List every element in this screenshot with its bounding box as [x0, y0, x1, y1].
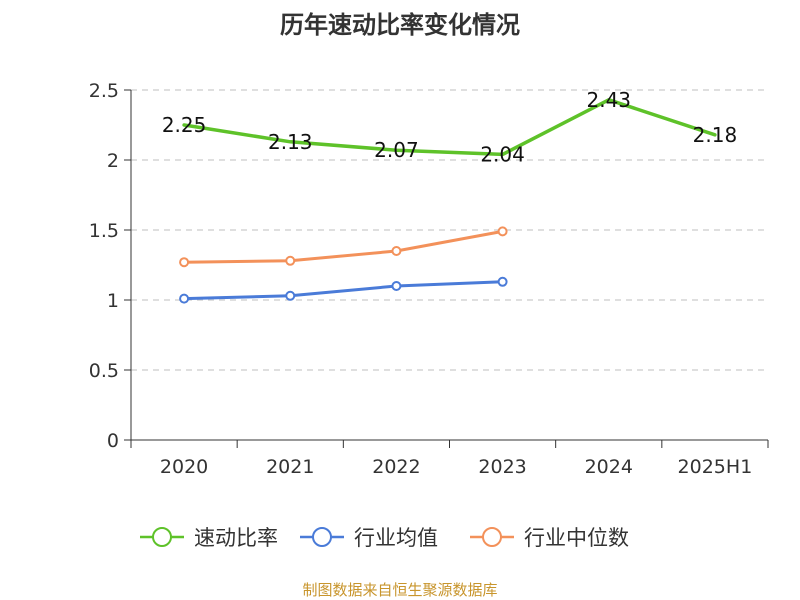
- grid: [131, 89, 768, 371]
- legend-marker: [152, 527, 172, 547]
- data-point: [285, 255, 296, 266]
- y-tick-label: 2.5: [89, 80, 119, 102]
- legend-item-0: 速动比率: [140, 526, 278, 550]
- data-label: 2.07: [374, 138, 419, 162]
- data-point: [391, 246, 402, 256]
- x-tick-label: 2022: [372, 456, 420, 478]
- legend-item-1: 行业均值: [300, 526, 438, 550]
- data-point: [391, 281, 402, 291]
- series-line-1: [182, 280, 505, 301]
- y-tick-label: 2: [107, 150, 119, 172]
- y-tick-label: 0.5: [89, 360, 119, 382]
- chart-title: 历年速动比率变化情况: [280, 11, 520, 39]
- x-tick-label: 2021: [266, 456, 314, 478]
- y-tick-label: 1.5: [89, 220, 119, 242]
- series: [179, 98, 717, 304]
- data-label: 2.18: [693, 123, 738, 147]
- y-tick-label: 1: [107, 290, 119, 312]
- data-label: 2.13: [268, 130, 313, 154]
- data-label: 2.25: [162, 113, 207, 137]
- data-point: [285, 290, 296, 301]
- x-tick-label: 2023: [478, 456, 526, 478]
- legend-marker: [482, 527, 502, 547]
- x-tick-label: 2024: [585, 456, 633, 478]
- data-label: 2.04: [480, 142, 525, 166]
- series-line-0: [182, 98, 717, 157]
- legend: 速动比率 行业均值 行业中位数: [140, 526, 629, 550]
- y-tick-label: 0: [107, 430, 119, 452]
- data-point: [179, 293, 190, 304]
- data-label: 2.43: [586, 88, 631, 112]
- series-line-2: [182, 229, 505, 264]
- data-point: [497, 276, 508, 287]
- axes: 0 0.5 1 1.5 2 2.5 2020 2021 2022 2023 2024 2025H1: [89, 80, 769, 478]
- legend-label: 速动比率: [194, 526, 278, 550]
- data-point: [179, 257, 190, 268]
- data-labels: 2.25 2.13 2.07 2.04 2.43 2.18: [162, 88, 737, 167]
- legend-item-2: 行业中位数: [470, 526, 629, 550]
- legend-label: 行业中位数: [524, 526, 629, 550]
- source-note: 制图数据来自恒生聚源数据库: [302, 581, 497, 599]
- legend-marker: [312, 527, 332, 547]
- legend-label: 行业均值: [354, 526, 438, 550]
- x-tick-label: 2020: [160, 456, 208, 478]
- data-point: [497, 226, 508, 237]
- x-tick-label: 2025H1: [678, 456, 753, 478]
